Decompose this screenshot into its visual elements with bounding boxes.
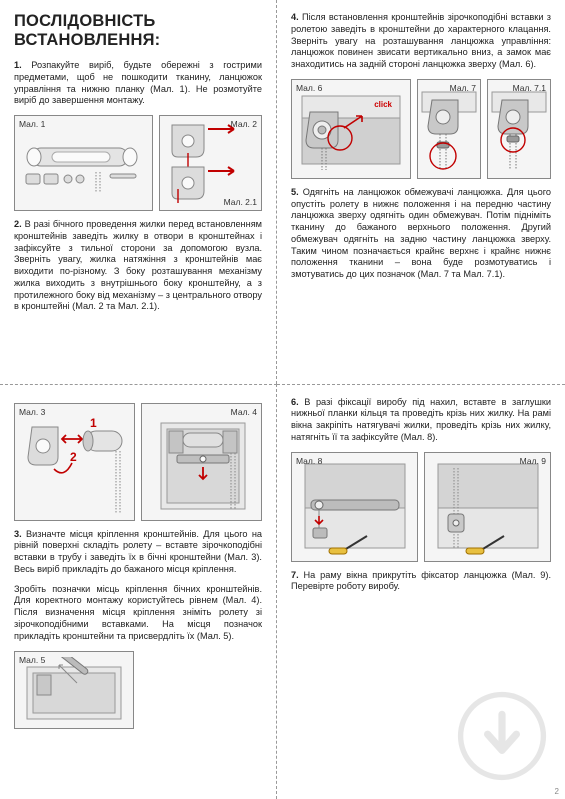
figure-5-svg [19,657,129,723]
fig-row-5: Мал. 5 [14,651,262,729]
step-5-body: Одягніть на ланцюжок обмежувачі ланцюжка… [291,187,551,279]
svg-text:1: 1 [90,416,97,430]
figure-8-svg [297,458,413,556]
figure-4-label: Мал. 4 [231,407,257,417]
step-5-num: 5. [291,187,299,197]
step-3-num: 3. [14,529,22,539]
figure-9-label: Мал. 9 [520,456,546,466]
step-1-text: 1. Розпакуйте виріб, будьте обережні з г… [14,60,262,107]
figure-21-label: Мал. 2.1 [224,197,257,207]
step-6-body: В разі фіксації виробу під нахил, вставт… [291,397,551,442]
figure-7: Мал. 7 [417,79,481,179]
click-label: click [374,100,392,109]
fig-row-3: Мал. 3 2 1 Мал. 4 [14,403,262,521]
step-1-num: 1. [14,60,22,70]
figure-71-label: Мал. 7.1 [513,83,546,93]
step-7-num: 7. [291,570,299,580]
step-3a-text: 3. Визначте місця кріплення кронштейнів.… [14,529,262,576]
figure-4: Мал. 4 [141,403,262,521]
figure-5-label: Мал. 5 [19,655,45,665]
fig-row-6: Мал. 8 Мал. 9 [291,452,551,562]
figure-2-svg [164,119,256,207]
figure-3-svg: 2 1 [20,409,130,515]
figure-2: Мал. 2 Мал. 2.1 [159,115,262,211]
step-5-text: 5. Одягніть на ланцюжок обмежувачі ланцю… [291,187,551,281]
step-2-num: 2. [14,219,22,229]
instruction-page: ПОСЛІДОВНІСТЬ ВСТАНОВЛЕННЯ: 1. Розпакуйт… [0,0,565,799]
svg-text:2: 2 [70,450,77,464]
step-4-body: Після встановлення кронштейнів зірочкопо… [291,12,551,69]
step-3b-text: Зробіть позначки місць кріплення бічних … [14,584,262,643]
figure-7-label: Мал. 7 [450,83,476,93]
step-4-text: 4. Після встановлення кронштейнів зірочк… [291,12,551,71]
figure-7-1: Мал. 7.1 [487,79,551,179]
step-7-text: 7. На раму вікна прикрутіть фіксатор лан… [291,570,551,594]
figure-2-label: Мал. 2 [231,119,257,129]
page-number: 2 [555,787,559,796]
figure-4-svg [147,409,257,515]
fig-row-4: Мал. 6 click Мал. 7 [291,79,551,179]
figure-1: Мал. 1 [14,115,153,211]
quadrant-bottom-left: Мал. 3 2 1 Мал. 4 [0,384,277,799]
page-title: ПОСЛІДОВНІСТЬ ВСТАНОВЛЕННЯ: [14,12,262,50]
figure-5: Мал. 5 [14,651,134,729]
step-1-body: Розпакуйте виріб, будьте обережні з гост… [14,60,262,105]
figure-8-label: Мал. 8 [296,456,322,466]
step-7-body: На раму вікна прикрутіть фіксатор ланцюж… [291,570,551,592]
step-2-body: В разі бічного проведення жилки перед вс… [14,219,262,311]
figure-9: Мал. 9 [424,452,551,562]
figure-6: Мал. 6 click [291,79,411,179]
figure-6-svg [292,86,410,172]
figure-6-label: Мал. 6 [296,83,322,93]
step-6-num: 6. [291,397,299,407]
step-4-num: 4. [291,12,299,22]
figure-71-svg [488,86,550,172]
figure-1-svg [18,124,148,202]
quadrant-top-right: 4. Після встановлення кронштейнів зірочк… [277,0,565,384]
step-3a-body: Визначте місця кріплення кронштейнів. Дл… [14,529,262,574]
figure-3: Мал. 3 2 1 [14,403,135,521]
fig-row-1: Мал. 1 Мал. 2 Мал. 2.1 [14,115,262,211]
step-6-text: 6. В разі фіксації виробу під нахил, вст… [291,397,551,444]
figure-8: Мал. 8 [291,452,418,562]
quadrant-top-left: ПОСЛІДОВНІСТЬ ВСТАНОВЛЕННЯ: 1. Розпакуйт… [0,0,277,384]
step-2-text: 2. В разі бічного проведення жилки перед… [14,219,262,313]
figure-3-label: Мал. 3 [19,407,45,417]
figure-7-svg [418,86,480,172]
quadrant-bottom-right: 6. В разі фіксації виробу під нахил, вст… [277,384,565,799]
figure-9-svg [430,458,546,556]
figure-1-label: Мал. 1 [19,119,45,129]
